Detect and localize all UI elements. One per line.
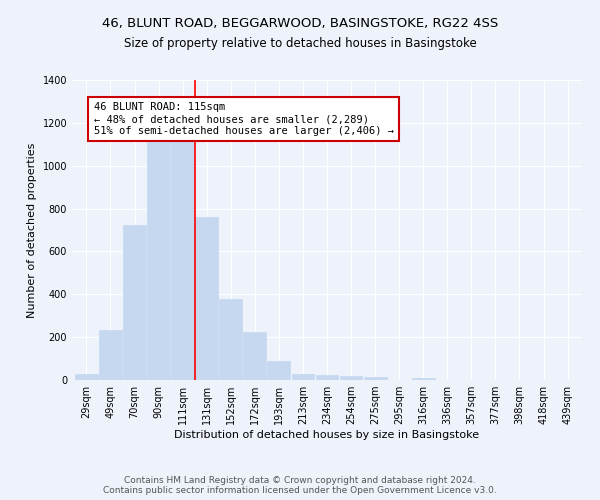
Bar	[292, 374, 314, 380]
Bar	[268, 360, 290, 380]
Bar	[340, 376, 362, 380]
Bar	[195, 217, 218, 380]
Text: Contains HM Land Registry data © Crown copyright and database right 2024.
Contai: Contains HM Land Registry data © Crown c…	[103, 476, 497, 495]
Bar	[316, 374, 338, 380]
Y-axis label: Number of detached properties: Number of detached properties	[27, 142, 37, 318]
Bar	[147, 142, 170, 380]
Bar	[75, 374, 98, 380]
Text: Size of property relative to detached houses in Basingstoke: Size of property relative to detached ho…	[124, 38, 476, 51]
Bar	[220, 298, 242, 380]
Bar	[364, 377, 386, 380]
Bar	[99, 330, 122, 380]
Bar	[171, 141, 194, 380]
Bar	[123, 224, 146, 380]
Bar	[412, 378, 434, 380]
Text: 46, BLUNT ROAD, BEGGARWOOD, BASINGSTOKE, RG22 4SS: 46, BLUNT ROAD, BEGGARWOOD, BASINGSTOKE,…	[102, 18, 498, 30]
Bar	[244, 332, 266, 380]
X-axis label: Distribution of detached houses by size in Basingstoke: Distribution of detached houses by size …	[175, 430, 479, 440]
Text: 46 BLUNT ROAD: 115sqm
← 48% of detached houses are smaller (2,289)
51% of semi-d: 46 BLUNT ROAD: 115sqm ← 48% of detached …	[94, 102, 394, 136]
